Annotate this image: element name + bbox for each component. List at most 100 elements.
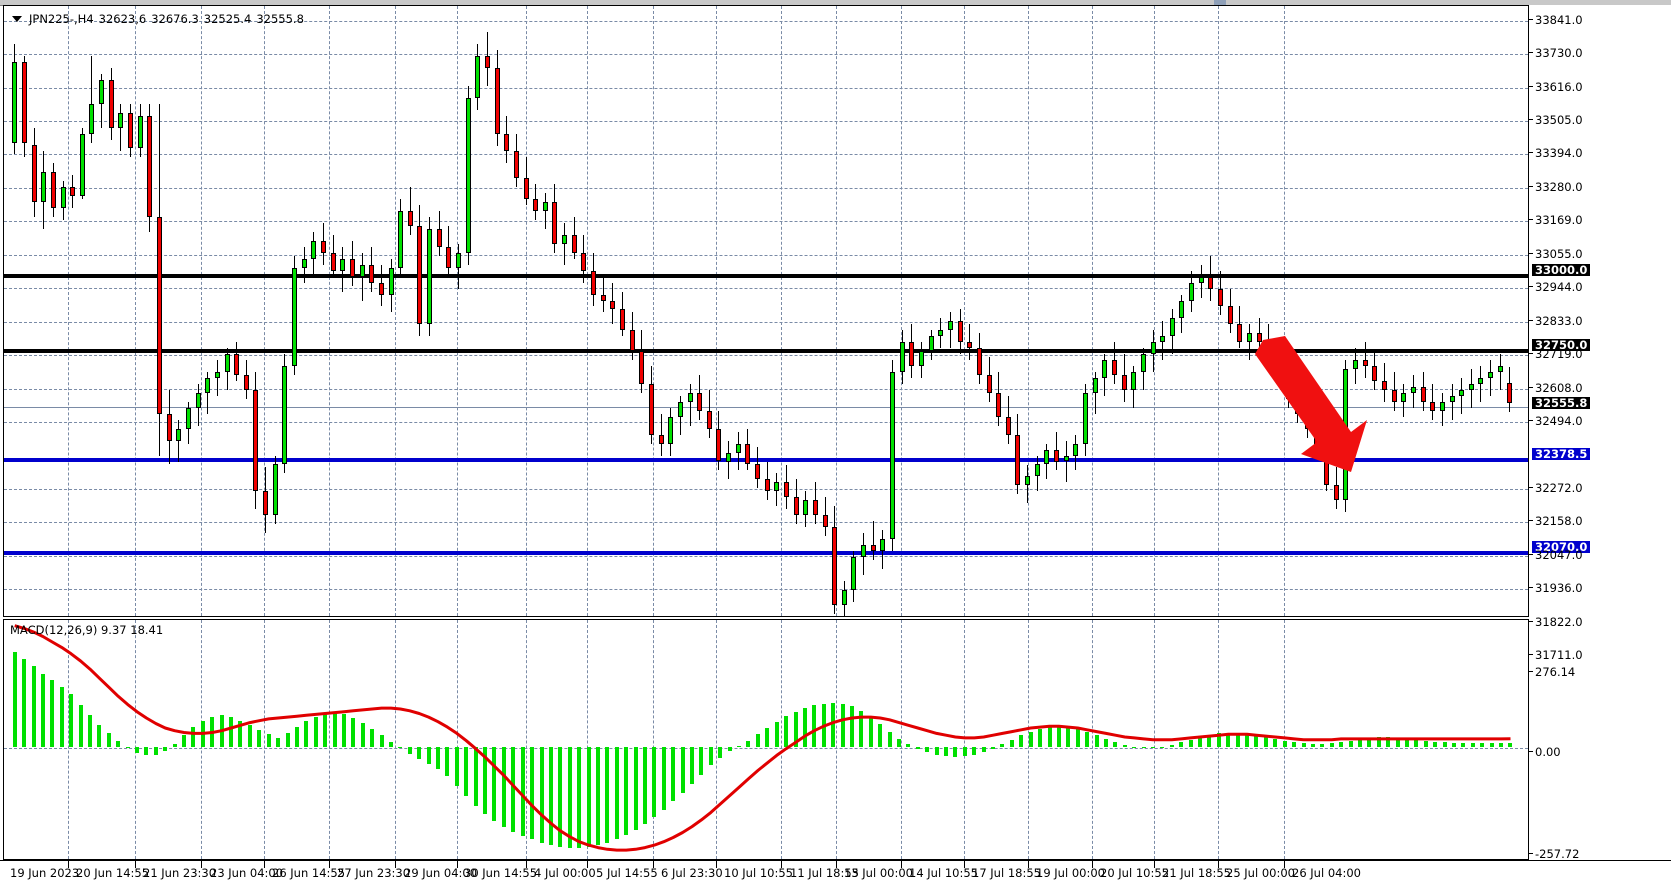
candle-body-bear: [1430, 401, 1436, 411]
macd-histogram-bar: [878, 724, 883, 747]
macd-histogram-bar: [153, 747, 158, 755]
candle-body-bull: [1169, 318, 1175, 337]
time-axis-label: 21 Jul 18:55: [1162, 866, 1231, 880]
macd-histogram-bar: [671, 747, 676, 802]
candle-body-bull: [687, 392, 693, 402]
macd-histogram-bar: [417, 747, 422, 759]
candlestick: [832, 506, 838, 614]
macd-histogram-bar: [276, 737, 281, 747]
candlestick: [658, 413, 664, 456]
price-chart-pane[interactable]: JPN225-,H4 32623,6 32676.3 32525.4 32555…: [3, 5, 1529, 617]
time-axis-label: 10 Jul 10:55: [724, 866, 793, 880]
candle-body-bear: [571, 234, 577, 253]
macd-histogram-bar: [1235, 732, 1240, 747]
macd-histogram-bar: [812, 705, 817, 747]
candle-body-bull: [1189, 282, 1195, 301]
axis-tick: [1529, 253, 1533, 254]
candlestick: [1488, 360, 1494, 396]
grid-line-horizontal: [4, 221, 1528, 222]
macd-histogram-bar: [1056, 726, 1061, 747]
macd-histogram-bar: [116, 740, 121, 747]
price-axis-label: 33280.0: [1529, 181, 1583, 193]
candlestick: [1468, 369, 1474, 408]
candlestick: [1410, 375, 1416, 408]
macd-indicator-pane[interactable]: MACD(12,26,9) 9.37 18.41: [3, 619, 1529, 860]
candle-wick: [91, 56, 93, 143]
time-scale[interactable]: 19 Jun 2023 20 Jun 14:55 21 Jun 23:30 23 Ju…: [0, 860, 1671, 890]
candle-body-bull: [1160, 336, 1166, 343]
grid-line-vertical: [964, 6, 965, 616]
macd-histogram-bar: [633, 747, 638, 830]
macd-histogram-bar: [1452, 743, 1457, 747]
macd-histogram-bar: [614, 747, 619, 840]
axis-tick: [1529, 387, 1533, 388]
candle-body-bear: [253, 389, 259, 492]
triangle-down-icon[interactable]: [12, 15, 22, 22]
macd-histogram-bar: [859, 710, 864, 747]
macd-histogram-bar: [313, 717, 318, 747]
candle-body-bear: [1121, 375, 1127, 390]
candlestick: [1507, 367, 1513, 413]
candlestick: [108, 67, 114, 140]
candle-body-bull: [1092, 378, 1098, 393]
candlestick: [388, 258, 394, 313]
candlestick: [214, 360, 220, 396]
macd-histogram-bar: [285, 733, 290, 747]
candlestick: [89, 56, 95, 143]
candlestick: [639, 330, 645, 393]
candlestick: [1131, 366, 1137, 408]
price-level-black[interactable]: [4, 274, 1528, 278]
macd-histogram-bar: [389, 741, 393, 747]
grid-line-vertical: [1092, 620, 1093, 859]
price-level-label[interactable]: 32555.8: [1532, 397, 1591, 409]
candle-body-bear: [764, 479, 770, 492]
candlestick: [947, 312, 953, 349]
candlestick: [234, 342, 240, 382]
macd-histogram-bar: [1132, 747, 1137, 748]
candle-body-bear: [648, 383, 654, 435]
time-axis-tick: [1028, 861, 1029, 868]
candle-body-bear: [166, 413, 172, 441]
down-trend-arrow[interactable]: [1255, 336, 1375, 476]
candle-body-bull: [388, 267, 394, 295]
macd-histogram-bar: [708, 747, 713, 766]
macd-histogram-bar: [793, 711, 798, 747]
macd-histogram-bar: [1395, 737, 1400, 747]
candle-body-bear: [1208, 276, 1214, 289]
grid-line-vertical: [587, 620, 588, 859]
candlestick: [986, 357, 992, 402]
macd-histogram-bar: [1122, 745, 1127, 747]
grid-line-horizontal: [4, 389, 1528, 390]
candle-body-bull: [195, 392, 201, 408]
candle-body-bull: [1478, 378, 1484, 384]
price-level-blue[interactable]: [4, 458, 1528, 462]
candle-body-bull: [282, 366, 288, 465]
price-level-label[interactable]: 32378.5: [1532, 448, 1591, 460]
price-level-thin[interactable]: [4, 407, 1528, 408]
grid-line-vertical: [135, 6, 136, 616]
price-level-label[interactable]: 32070.0: [1532, 541, 1591, 553]
candlestick: [301, 246, 307, 283]
candlestick: [176, 419, 182, 462]
candlestick: [224, 348, 230, 390]
candlestick: [79, 127, 85, 200]
macd-histogram-bar: [661, 747, 666, 810]
price-axis-label: 33394.0: [1529, 147, 1583, 159]
time-axis-label: 19 Jul 00:00: [1036, 866, 1105, 880]
candle-body-bull: [1044, 449, 1050, 465]
price-level-label[interactable]: 32750.0: [1532, 339, 1591, 351]
price-level-label[interactable]: 33000.0: [1532, 264, 1591, 276]
price-level-black[interactable]: [4, 349, 1528, 353]
macd-histogram-bar: [1348, 740, 1353, 747]
macd-histogram-bar: [746, 740, 751, 747]
macd-histogram-bar: [50, 680, 55, 747]
candle-body-bull: [359, 264, 365, 277]
price-scale[interactable]: 33841.0 33730.0 33616.0 33505.0 33394.0 33280…: [1529, 5, 1671, 860]
price-level-blue[interactable]: [4, 551, 1528, 555]
axis-tick: [1529, 654, 1533, 655]
macd-histogram-bar: [595, 747, 600, 846]
time-axis-label: 6 Jul 23:30: [661, 866, 723, 880]
macd-histogram-bar: [351, 718, 356, 747]
scroll-knob[interactable]: [1214, 0, 1226, 5]
candle-body-bull: [562, 234, 568, 244]
